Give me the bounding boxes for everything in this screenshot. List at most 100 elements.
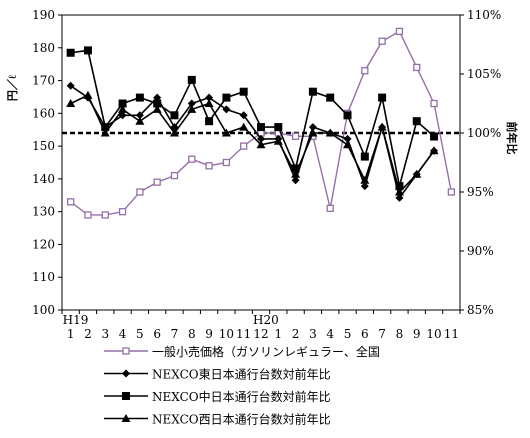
left-tick-label: 180 [32, 41, 55, 55]
data-point [118, 104, 128, 113]
data-point [222, 93, 231, 102]
data-point [308, 87, 317, 96]
left-tick-label: 150 [32, 139, 55, 153]
legend-entry-1: NEXCO東日本通行台数対前年比 [104, 367, 331, 382]
data-point [205, 117, 214, 126]
x-tick-label: 1 [274, 327, 282, 341]
data-point [118, 208, 127, 216]
legend-entry-2: NEXCO中日本通行台数対前年比 [104, 389, 331, 404]
data-point [187, 99, 196, 108]
x-tick-label: 11 [236, 327, 251, 341]
legend-label: NEXCO中日本通行台数対前年比 [152, 389, 331, 404]
data-point [326, 204, 334, 213]
x-tick-label: 9 [205, 327, 213, 341]
left-axis-title: 円／ℓ [6, 74, 19, 101]
legend-entry-0: 一般小売価格（ガソリンレギュラー、全国 [104, 344, 380, 359]
x-tick-label: 9 [413, 327, 421, 341]
data-point [412, 117, 421, 126]
right-tick-label: 110% [467, 8, 501, 22]
x-tick-label: 5 [344, 327, 352, 341]
data-point [360, 175, 370, 184]
left-tick-label: 170 [32, 74, 55, 88]
right-axis-title: 前年比 [505, 122, 519, 155]
data-point [343, 140, 353, 149]
series-2 [66, 46, 439, 191]
x-tick-label: 10 [219, 327, 234, 341]
data-point [239, 111, 248, 120]
data-point [122, 392, 130, 400]
x-tick-label: 8 [188, 327, 196, 341]
data-point [291, 132, 300, 140]
x-tick-label: 6 [153, 327, 161, 341]
data-point [152, 104, 162, 113]
data-point [170, 111, 179, 120]
series-3 [66, 90, 439, 196]
x-tick-label: 4 [119, 327, 127, 341]
right-tick-label: 85% [467, 303, 494, 317]
series-line [70, 49, 435, 187]
data-point [273, 136, 283, 145]
data-point [395, 193, 404, 202]
data-point [169, 128, 179, 137]
x-tick-label: 6 [361, 327, 369, 341]
left-tick-label: 110 [32, 270, 55, 284]
data-point [67, 198, 75, 206]
x-tick-label: 5 [136, 327, 144, 341]
data-point [188, 155, 196, 163]
x-tick-label: 12 [253, 327, 268, 341]
data-point [240, 142, 248, 150]
data-point [221, 128, 231, 137]
year-label: H20 [253, 313, 279, 327]
right-tick-label: 100% [467, 126, 501, 140]
legend-label: NEXCO西日本通行台数対前年比 [152, 412, 331, 427]
data-point [343, 111, 352, 120]
data-point [170, 123, 179, 132]
x-tick-label: 8 [396, 327, 404, 341]
data-point [136, 188, 144, 196]
data-point [343, 134, 352, 143]
series-line [70, 94, 435, 194]
data-point [395, 27, 404, 36]
x-tick-label: 1 [67, 327, 75, 341]
data-point [135, 93, 144, 102]
data-point [326, 93, 335, 102]
data-point [83, 46, 92, 55]
data-point [66, 48, 75, 57]
left-tick-label: 130 [32, 205, 55, 219]
x-tick-label: 3 [101, 327, 109, 341]
data-point [205, 93, 214, 102]
data-point [187, 75, 196, 84]
data-point [101, 211, 109, 219]
data-point [122, 347, 130, 355]
data-point [135, 111, 144, 120]
data-point [222, 158, 231, 167]
left-tick-label: 140 [32, 172, 55, 186]
data-point [222, 105, 231, 114]
data-point [377, 122, 387, 131]
data-point [239, 87, 248, 96]
data-point [378, 37, 386, 45]
data-point [239, 122, 249, 131]
data-point [187, 104, 197, 113]
data-point [84, 211, 92, 219]
x-tick-label: 2 [292, 327, 300, 341]
data-point [135, 116, 145, 125]
data-point [121, 414, 131, 422]
x-tick-label: 7 [378, 327, 386, 341]
data-point [204, 99, 214, 107]
data-point [257, 123, 265, 132]
data-point [256, 140, 266, 149]
left-tick-label: 160 [32, 106, 55, 120]
right-tick-label: 90% [467, 244, 494, 258]
data-point [413, 63, 421, 72]
data-point [447, 188, 455, 196]
data-point [430, 99, 438, 108]
data-point [308, 123, 317, 132]
data-point [430, 132, 439, 141]
year-label: H19 [63, 313, 89, 327]
data-point [360, 182, 369, 191]
data-point [205, 162, 213, 170]
data-point [291, 176, 300, 185]
